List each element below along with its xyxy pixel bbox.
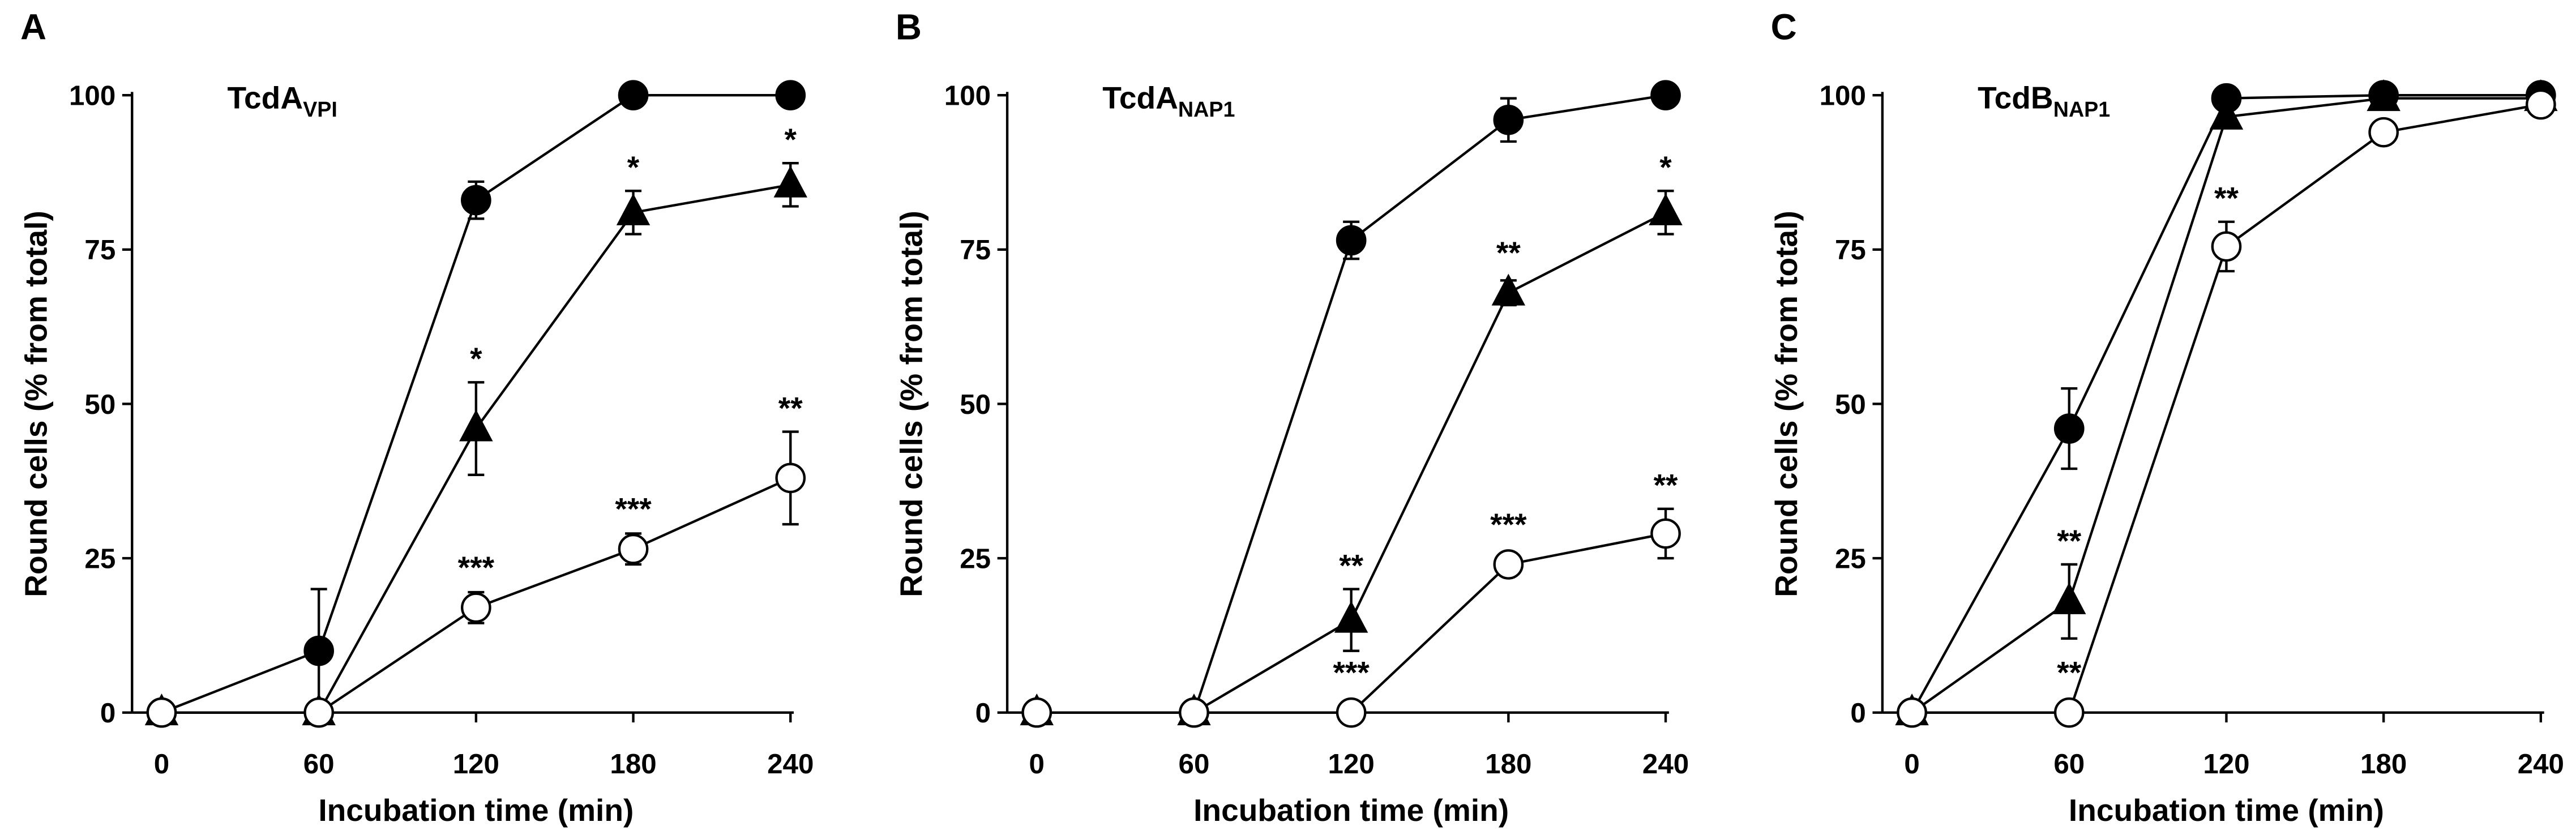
- marker: [1649, 193, 1683, 225]
- significance-label: ***: [1333, 654, 1370, 690]
- y-tick-label: 75: [1835, 234, 1866, 266]
- marker: [1021, 697, 1052, 728]
- marker: [2367, 79, 2400, 112]
- significance-label: **: [1339, 547, 1363, 583]
- y-axis-label: Round cells (% from total): [893, 211, 928, 597]
- title-sub: NAP1: [1178, 97, 1235, 121]
- marker: [2211, 231, 2242, 262]
- y-tick-label: 0: [100, 697, 115, 729]
- x-tick-label: 180: [610, 748, 656, 780]
- x-axis-label: Incubation time (min): [318, 793, 634, 828]
- panel-title: TcdANAP1: [1102, 80, 1235, 121]
- x-tick-label: 240: [767, 748, 814, 780]
- y-tick-label: 100: [69, 80, 115, 112]
- marker: [461, 592, 491, 623]
- significance-label: **: [2057, 523, 2081, 558]
- y-tick-label: 75: [960, 234, 991, 266]
- y-tick-label: 0: [1850, 697, 1865, 729]
- marker: [2368, 117, 2399, 148]
- y-tick-label: 50: [1835, 389, 1866, 420]
- marker: [1650, 80, 1681, 111]
- x-tick-label: 0: [1904, 748, 1919, 780]
- y-tick-label: 25: [84, 543, 115, 574]
- y-tick-label: 25: [960, 543, 991, 574]
- y-tick-label: 75: [84, 234, 115, 266]
- marker: [1179, 697, 1209, 728]
- x-tick-label: 180: [1485, 748, 1531, 780]
- x-tick-label: 180: [2360, 748, 2407, 780]
- marker: [773, 165, 807, 198]
- x-tick-label: 0: [154, 748, 169, 780]
- marker: [775, 463, 806, 494]
- marker: [146, 697, 177, 728]
- panel: B TcdANAP1 Round cells (% from total) Incub…: [893, 7, 1689, 828]
- significance-label: *: [470, 341, 482, 376]
- y-tick-label: 50: [960, 389, 991, 420]
- panel-label: A: [20, 7, 46, 48]
- x-tick-label: 60: [2053, 748, 2085, 780]
- x-tick-label: 120: [1328, 748, 1375, 780]
- x-tick-label: 240: [1642, 748, 1689, 780]
- significance-label: **: [1496, 235, 1521, 270]
- x-axis-label: Incubation time (min): [2069, 793, 2384, 828]
- marker: [2526, 89, 2556, 120]
- marker: [461, 185, 491, 216]
- x-tick-label: 120: [2203, 748, 2249, 780]
- marker: [1336, 225, 1367, 256]
- title-main: TcdA: [227, 80, 303, 115]
- y-tick-label: 25: [1835, 543, 1866, 574]
- marker: [618, 533, 649, 564]
- significance-label: ***: [458, 550, 495, 585]
- panel: A TcdAVPI Round cells (% from total) Incuba…: [18, 7, 814, 828]
- marker: [1491, 273, 1526, 306]
- significance-label: **: [1654, 468, 1678, 503]
- title-sub: VPI: [303, 97, 337, 121]
- marker: [303, 635, 334, 666]
- marker: [618, 80, 649, 111]
- x-axis-label: Incubation time (min): [1193, 793, 1509, 828]
- title-main: TcdB: [1978, 80, 2053, 115]
- panel-label: B: [896, 7, 922, 48]
- significance-label: *: [627, 149, 640, 185]
- marker: [1897, 697, 1927, 728]
- panel: C TcdBNAP1 Round cells (% from total) Incub…: [1769, 7, 2564, 828]
- marker: [2053, 413, 2085, 444]
- y-tick-label: 100: [1820, 80, 1866, 112]
- significance-label: ***: [1490, 507, 1527, 542]
- marker: [1493, 549, 1524, 580]
- marker: [616, 193, 651, 225]
- marker: [303, 697, 334, 728]
- x-tick-label: 60: [1179, 748, 1210, 780]
- marker: [1334, 601, 1368, 633]
- marker: [1336, 697, 1367, 728]
- marker: [2053, 697, 2085, 728]
- y-axis-label: Round cells (% from total): [18, 211, 53, 597]
- significance-label: **: [2214, 181, 2239, 216]
- y-tick-label: 100: [944, 80, 991, 112]
- title-main: TcdA: [1102, 80, 1178, 115]
- significance-label: **: [778, 390, 803, 425]
- marker: [2052, 582, 2086, 614]
- x-tick-label: 120: [453, 748, 499, 780]
- title-sub: NAP1: [2053, 97, 2111, 121]
- significance-label: ***: [615, 491, 652, 526]
- y-tick-label: 0: [975, 697, 991, 729]
- x-tick-label: 60: [303, 748, 335, 780]
- marker: [1650, 518, 1681, 549]
- x-tick-label: 0: [1029, 748, 1045, 780]
- significance-label: *: [785, 122, 797, 157]
- marker: [775, 80, 806, 111]
- panel-label: C: [1771, 7, 1797, 48]
- x-tick-label: 240: [2518, 748, 2564, 780]
- significance-label: *: [1659, 149, 1672, 185]
- y-tick-label: 50: [84, 389, 115, 420]
- panel-title: TcdAVPI: [227, 80, 337, 121]
- y-axis-label: Round cells (% from total): [1769, 211, 1804, 597]
- marker: [459, 409, 493, 442]
- panel-title: TcdBNAP1: [1978, 80, 2110, 121]
- marker: [2209, 97, 2244, 130]
- marker: [1493, 105, 1524, 135]
- significance-label: **: [2057, 654, 2081, 690]
